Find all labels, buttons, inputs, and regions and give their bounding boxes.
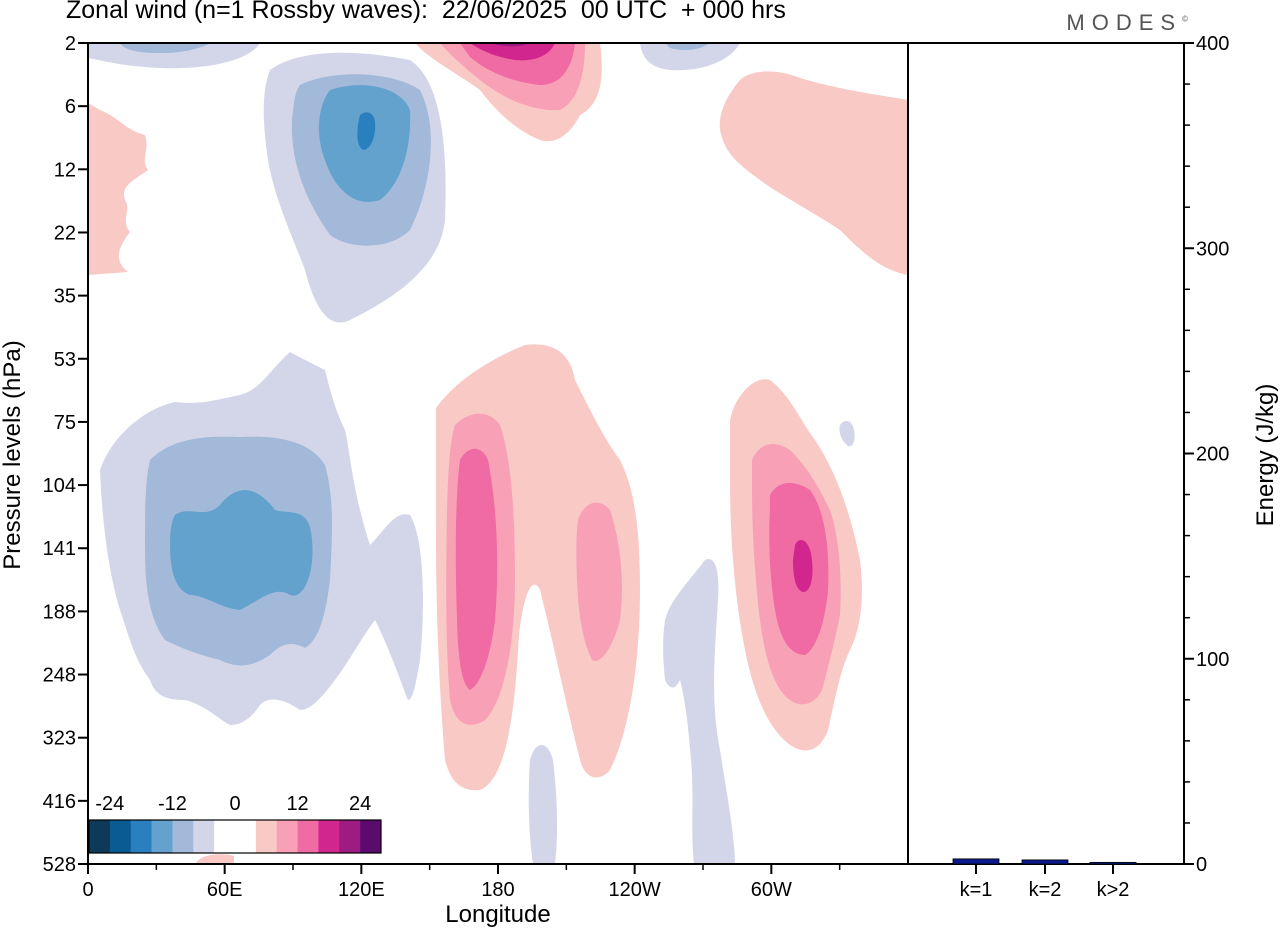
colorbar-swatch [255, 820, 278, 853]
y-tick-label: 35 [54, 286, 76, 308]
energy-bar [952, 858, 1000, 865]
energy-bar [1021, 859, 1069, 865]
colorbar-swatch [214, 820, 236, 853]
colorbar-swatch [109, 820, 132, 853]
colorbar-label: 24 [349, 793, 371, 815]
x-axis: 0 60E 120E 180 120W 60W [82, 864, 841, 901]
energy-axis: 0 100 200 300 400 [1184, 33, 1229, 876]
contour-neg-small-2 [663, 559, 735, 864]
y-tick-label: 53 [54, 349, 76, 371]
energy-panel-frame [907, 42, 1185, 865]
y-axis-title: Pressure levels (hPa) [0, 340, 26, 569]
y-tick-label: 104 [43, 475, 76, 497]
colorbar-swatch [339, 820, 361, 853]
contour-neg-upper-4 [357, 112, 376, 150]
contour-pos-topright [719, 71, 908, 275]
contour-pos-right-4 [793, 540, 813, 592]
colorbar-swatch [89, 820, 111, 853]
colorbar-label: 0 [229, 793, 240, 815]
energy-axis-title: Energy (J/kg) [1252, 384, 1279, 527]
energy-tick-label: 100 [1196, 649, 1229, 671]
x-axis-title: Longitude [445, 901, 550, 928]
energy-tick-label: 300 [1196, 238, 1229, 260]
contour-neg-edge-2 [120, 43, 210, 54]
energy-tick-label: 0 [1196, 854, 1207, 876]
chart-title: Zonal wind (n=1 Rossby waves): 22/06/202… [66, 0, 786, 24]
x-tick-label: 180 [481, 879, 514, 901]
energy-category-label: k=2 [1029, 879, 1062, 901]
colorbar-swatch [130, 820, 152, 853]
energy-bar [1089, 861, 1137, 865]
contour-neg-small-1 [528, 745, 558, 864]
energy-tick-label: 200 [1196, 444, 1229, 466]
contour-pos-top-4 [470, 43, 555, 61]
x-tick-label: 60W [751, 879, 792, 901]
y-tick-label: 528 [43, 854, 76, 876]
contour-pos-center-3 [455, 448, 498, 690]
y-tick-label: 416 [43, 791, 76, 813]
y-tick-label: 2 [65, 33, 76, 55]
energy-category-label: k=1 [960, 879, 993, 901]
y-tick-label: 75 [54, 412, 76, 434]
brand-logo: MODES© [1066, 10, 1188, 36]
contour-pos-bottom [196, 854, 234, 864]
contour-pos-leftedge [88, 103, 148, 275]
contour-pos-center-4 [576, 502, 622, 661]
contour-neg-edge-3 [640, 43, 740, 71]
y-tick-label: 248 [43, 665, 76, 687]
brand-text: MODES [1066, 10, 1183, 35]
brand-mark: © [1182, 14, 1188, 24]
colorbar-swatch [318, 820, 340, 853]
colorbar-swatch [360, 820, 382, 853]
energy-category-label: k>2 [1097, 879, 1130, 901]
contour-neg-dot [839, 420, 855, 447]
x-tick-label: 60E [207, 879, 243, 901]
x-tick-label: 120W [609, 879, 661, 901]
colorbar-swatch [276, 820, 298, 853]
energy-tick-label: 400 [1196, 33, 1229, 55]
y-tick-label: 12 [54, 159, 76, 181]
colorbar: -24 -12 0 12 24 [88, 790, 382, 854]
y-tick-label: 22 [54, 222, 76, 244]
colorbar-swatch [151, 820, 173, 853]
colorbar-swatch [193, 820, 215, 853]
y-axis: 2 6 12 22 35 53 75 104 141 188 248 323 416 528 [43, 33, 88, 876]
colorbar-label: -24 [95, 793, 124, 815]
colorbar-swatch [172, 820, 194, 853]
contour-neg-edge-4 [665, 43, 710, 51]
contour-neg-lower-3 [170, 490, 313, 610]
contour-field [88, 43, 908, 864]
y-tick-label: 323 [43, 728, 76, 750]
colorbar-label: -12 [158, 793, 187, 815]
y-tick-label: 141 [43, 538, 76, 560]
x-tick-label: 0 [82, 879, 93, 901]
y-tick-label: 6 [65, 96, 76, 118]
colorbar-swatch [235, 820, 257, 853]
energy-bars: k=1 k=2 k>2 [952, 858, 1137, 901]
y-tick-label: 188 [43, 601, 76, 623]
x-tick-label: 120E [338, 879, 385, 901]
colorbar-swatch [297, 820, 319, 853]
colorbar-label: 12 [286, 793, 308, 815]
